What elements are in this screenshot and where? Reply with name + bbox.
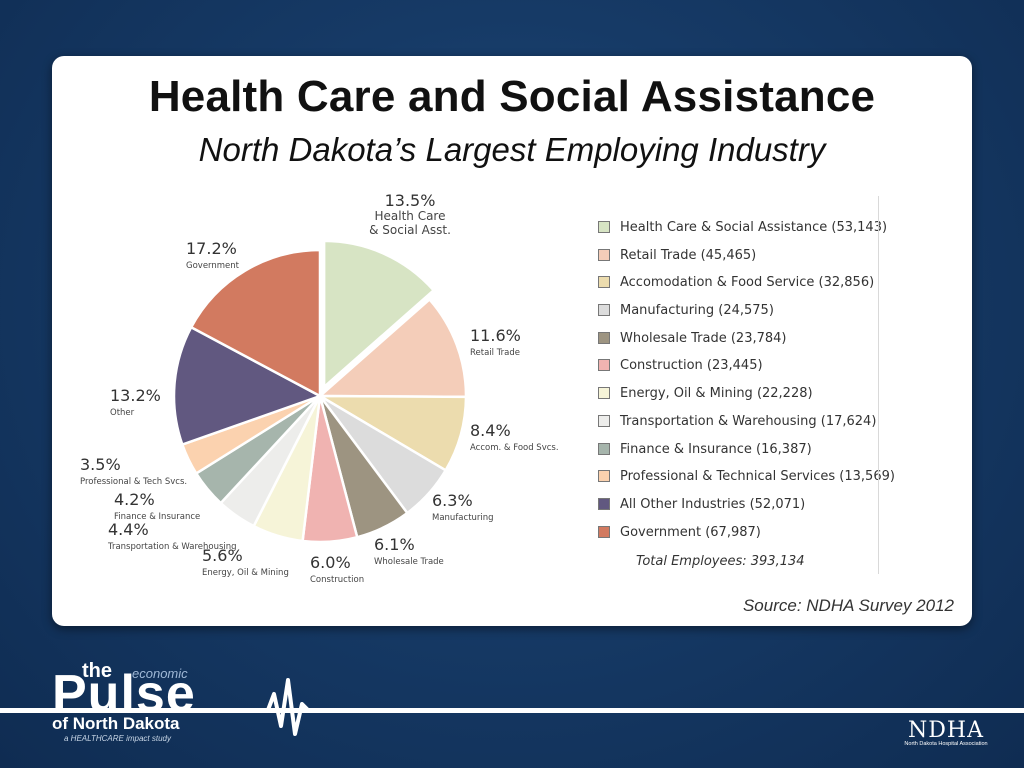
slice-percent: 13.5% (385, 191, 436, 210)
slice-percent: 8.4% (470, 421, 511, 440)
footer-line (0, 708, 1024, 713)
chart-legend: Health Care & Social Assistance (53,143)… (598, 214, 895, 547)
ndha-logo: NDHA North Dakota Hospital Association (896, 718, 996, 747)
legend-item: Energy, Oil & Mining (22,228) (598, 380, 880, 408)
legend-item: Health Care & Social Assistance (53,143) (598, 214, 887, 242)
slide-title: Health Care and Social Assistance (148, 72, 876, 121)
legend-item: Manufacturing (24,575) (598, 297, 880, 325)
legend-label: Construction (23,445) (620, 358, 763, 374)
legend-label: Accomodation & Food Service (32,856) (620, 275, 875, 291)
legend-swatch (598, 387, 610, 400)
legend-label: All Other Industries (52,071) (620, 496, 806, 512)
logo-region: of North Dakota (52, 714, 180, 733)
slice-category: Government (186, 261, 240, 271)
legend-item: Accomodation & Food Service (32,856) (598, 269, 880, 297)
heartbeat-icon (250, 678, 340, 736)
slice-label: 3.5% Professional & Tech Svcs. (80, 455, 187, 487)
slice-category: Other (110, 408, 135, 418)
slice-label: 6.1% Wholesale Trade (374, 535, 444, 567)
legend-swatch (598, 497, 610, 510)
legend-item: Finance & Insurance (16,387) (598, 436, 880, 464)
pie-slice (322, 239, 436, 390)
slice-label: 6.0% Construction (310, 553, 364, 585)
pie-slice (316, 297, 468, 399)
slice-category: & Social Asst. (369, 223, 451, 237)
legend-label: Manufacturing (24,575) (620, 303, 774, 319)
legend-swatch (598, 304, 610, 317)
legend-swatch (598, 359, 610, 372)
legend-item: Government (67,987) (598, 519, 880, 547)
slice-percent: 13.2% (110, 386, 161, 405)
slice-category: Energy, Oil & Mining (202, 568, 289, 578)
logo-economic: economic (132, 666, 188, 681)
slice-label: 11.6% Retail Trade (470, 326, 521, 358)
slice-percent: 6.0% (310, 553, 351, 572)
legend-label: Energy, Oil & Mining (22,228) (620, 386, 813, 402)
slice-category: Health Care (374, 209, 445, 223)
legend-swatch (598, 331, 610, 344)
slice-percent: 5.6% (202, 546, 243, 565)
legend-item: Construction (23,445) (598, 352, 880, 380)
slice-label: 17.2% Government (186, 239, 240, 271)
legend-divider (878, 196, 879, 574)
slice-percent: 4.4% (108, 520, 149, 539)
slice-label: 13.2% Other (110, 386, 161, 418)
legend-label: Government (67,987) (620, 524, 761, 540)
slice-category: Finance & Insurance (114, 512, 200, 522)
slice-category: Retail Trade (470, 348, 520, 358)
logo-tagline: a HEALTHCARE impact study (64, 734, 171, 743)
slice-category: Accom. & Food Svcs. (470, 443, 559, 453)
legend-swatch (598, 414, 610, 427)
slice-percent: 17.2% (186, 239, 237, 258)
slice-label: 4.2% Finance & Insurance (114, 490, 200, 522)
slice-category: Professional & Tech Svcs. (80, 477, 187, 487)
legend-swatch (598, 248, 610, 261)
slice-label: 4.4% Transportation & Warehousing (107, 520, 237, 552)
pie-chart: 13.5%Health Care& Social Asst. 11.6% Retai… (80, 191, 559, 585)
legend-swatch (598, 442, 610, 455)
legend-label: Wholesale Trade (23,784) (620, 330, 787, 346)
legend-swatch (598, 276, 610, 289)
slice-category: Transportation & Warehousing (107, 542, 237, 552)
source-note: Source: NDHA Survey 2012 (742, 596, 954, 615)
slice-percent: 3.5% (80, 455, 121, 474)
slice-label: 13.5%Health Care& Social Asst. (369, 191, 451, 237)
slice-percent: 11.6% (470, 326, 521, 345)
slice-category: Manufacturing (432, 513, 494, 523)
slide-subtitle: North Dakota’s Largest Employing Industr… (198, 131, 826, 168)
legend-item: Wholesale Trade (23,784) (598, 325, 880, 353)
legend-label: Finance & Insurance (16,387) (620, 441, 812, 457)
legend-item: Retail Trade (45,465) (598, 242, 880, 270)
pie-slice (172, 325, 324, 447)
slice-label: 6.3% Manufacturing (432, 491, 494, 523)
ndha-mark: NDHA (908, 718, 984, 743)
legend-label: Health Care & Social Assistance (53,143) (620, 220, 888, 235)
legend-swatch (598, 221, 610, 233)
logo-the: the (82, 660, 112, 682)
slice-category: Construction (310, 575, 364, 585)
legend-swatch (598, 470, 610, 483)
legend-label: Retail Trade (45,465) (620, 247, 757, 263)
logo-pulse: Pulse (52, 665, 196, 723)
total-employees: Total Employees: 393,134 (636, 554, 805, 569)
slide-card: Health Care and Social Assistance North … (52, 56, 972, 626)
slice-label: 5.6% Energy, Oil & Mining (202, 546, 289, 578)
pulse-logo: the economic Pulse of North Dakota a HEA… (52, 660, 242, 750)
ndha-name: North Dakota Hospital Association (904, 741, 988, 747)
legend-label: Transportation & Warehousing (17,624) (620, 413, 877, 429)
legend-swatch (598, 525, 610, 538)
legend-label: Professional & Technical Services (13,56… (620, 469, 895, 485)
slice-label: 8.4% Accom. & Food Svcs. (470, 421, 559, 453)
legend-item: Transportation & Warehousing (17,624) (598, 408, 880, 436)
legend-item: Professional & Technical Services (13,56… (598, 463, 895, 491)
slice-category: Wholesale Trade (374, 557, 444, 567)
legend-item: All Other Industries (52,071) (598, 491, 880, 519)
slice-percent: 6.3% (432, 491, 473, 510)
slice-percent: 6.1% (374, 535, 415, 554)
pie-slice (189, 248, 322, 399)
slice-percent: 4.2% (114, 490, 155, 509)
